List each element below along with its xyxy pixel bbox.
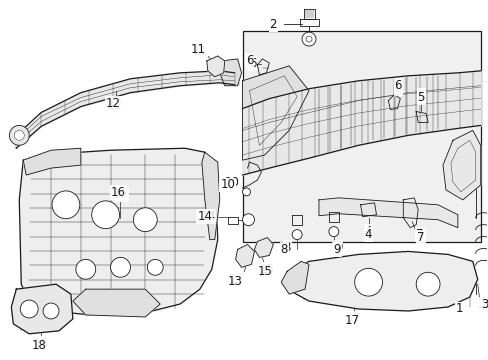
- Circle shape: [415, 272, 439, 296]
- Text: 8: 8: [283, 241, 290, 254]
- Text: 6: 6: [248, 57, 256, 71]
- Circle shape: [305, 36, 311, 42]
- Text: 5: 5: [417, 89, 424, 102]
- Text: 1: 1: [455, 302, 463, 315]
- Text: 4: 4: [364, 228, 371, 241]
- Text: 10: 10: [224, 176, 239, 189]
- Circle shape: [43, 303, 59, 319]
- Text: 6: 6: [394, 79, 401, 92]
- Text: 18: 18: [34, 337, 48, 350]
- Text: 17: 17: [344, 314, 359, 327]
- Circle shape: [14, 130, 24, 140]
- Text: 2: 2: [269, 18, 277, 31]
- Text: 17: 17: [346, 312, 361, 325]
- Text: 6: 6: [245, 54, 253, 67]
- Text: 13: 13: [227, 275, 242, 288]
- Polygon shape: [23, 148, 81, 175]
- Polygon shape: [202, 152, 219, 239]
- Circle shape: [302, 32, 315, 46]
- Text: 11: 11: [190, 42, 205, 55]
- Text: 7: 7: [417, 231, 424, 244]
- Text: 15: 15: [257, 265, 272, 278]
- Text: 3: 3: [477, 297, 485, 311]
- Circle shape: [52, 191, 80, 219]
- Polygon shape: [254, 238, 273, 257]
- Text: 4: 4: [364, 225, 371, 238]
- Text: 14: 14: [197, 210, 212, 223]
- Text: 8: 8: [280, 243, 287, 256]
- Circle shape: [242, 214, 254, 226]
- Text: 9: 9: [332, 243, 340, 256]
- Circle shape: [76, 260, 96, 279]
- Text: 7: 7: [416, 228, 423, 241]
- Text: 15: 15: [260, 263, 274, 276]
- Circle shape: [133, 208, 157, 231]
- Text: 5: 5: [417, 91, 424, 104]
- Polygon shape: [219, 59, 241, 86]
- Polygon shape: [235, 244, 254, 267]
- Polygon shape: [19, 148, 217, 315]
- Polygon shape: [73, 289, 160, 317]
- Text: 18: 18: [32, 339, 46, 352]
- Text: 1: 1: [455, 302, 463, 315]
- Text: 12: 12: [108, 99, 123, 112]
- Polygon shape: [286, 251, 477, 311]
- Text: 11: 11: [192, 45, 207, 58]
- Circle shape: [328, 227, 338, 237]
- Circle shape: [242, 188, 250, 196]
- Text: 10: 10: [220, 179, 235, 192]
- Polygon shape: [242, 66, 308, 160]
- Circle shape: [147, 260, 163, 275]
- Text: 9: 9: [334, 241, 342, 254]
- Polygon shape: [206, 56, 224, 77]
- Polygon shape: [281, 261, 308, 294]
- Circle shape: [354, 268, 382, 296]
- Text: 3: 3: [480, 297, 488, 311]
- Polygon shape: [318, 198, 457, 228]
- Text: 2: 2: [269, 18, 277, 31]
- Circle shape: [20, 300, 38, 318]
- Bar: [242, 31, 480, 242]
- Text: 14: 14: [200, 210, 215, 223]
- Text: 16: 16: [111, 186, 126, 199]
- Text: 6: 6: [394, 82, 401, 95]
- Circle shape: [110, 257, 130, 277]
- Circle shape: [291, 230, 302, 239]
- Text: 13: 13: [229, 273, 244, 286]
- Circle shape: [9, 125, 29, 145]
- Circle shape: [92, 201, 119, 229]
- Polygon shape: [442, 130, 480, 200]
- Text: 16: 16: [113, 188, 128, 201]
- Polygon shape: [11, 284, 73, 334]
- Text: 12: 12: [106, 97, 121, 110]
